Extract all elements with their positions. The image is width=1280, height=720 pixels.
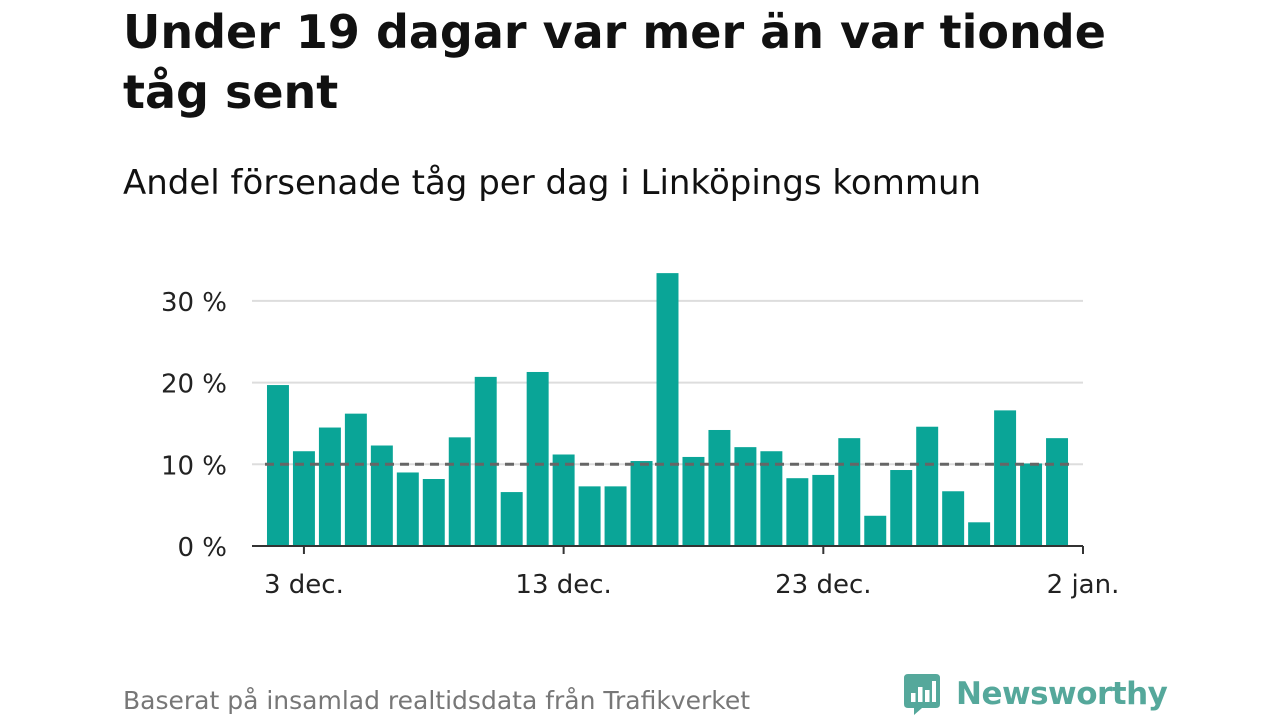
bar — [786, 478, 809, 546]
bar — [890, 470, 913, 546]
newsworthy-logo: Newsworthy — [902, 672, 1168, 716]
bar — [500, 492, 523, 546]
bar — [994, 410, 1017, 546]
brand-name: Newsworthy — [956, 676, 1168, 712]
bar — [318, 427, 341, 546]
bar — [682, 456, 705, 546]
chart-title: Under 19 dagar var mer än var tionde tåg… — [123, 5, 1106, 119]
bar — [422, 479, 445, 546]
bar — [864, 515, 887, 546]
source-note: Baserat på insamlad realtidsdata från Tr… — [123, 686, 751, 715]
bar — [656, 273, 679, 546]
bar — [396, 472, 419, 546]
bars — [266, 273, 1069, 546]
bar — [344, 413, 367, 546]
bar — [474, 376, 497, 546]
bar — [448, 437, 471, 546]
bar — [1046, 438, 1069, 546]
x-tick-label: 2 jan. — [1047, 570, 1120, 600]
y-tick-label: 30 % — [161, 288, 227, 318]
bar — [630, 461, 653, 546]
bar — [760, 451, 783, 546]
y-tick-label: 10 % — [161, 451, 227, 481]
bar — [734, 447, 757, 546]
bar-chart: 0 % 10 % 20 % 30 % 3 dec. 13 dec. 23 dec. 2 ja… — [161, 273, 1120, 600]
bar — [578, 486, 601, 546]
y-tick-label: 20 % — [161, 370, 227, 400]
bar — [838, 438, 861, 546]
bar — [916, 426, 939, 546]
bar — [370, 445, 393, 546]
bar — [292, 451, 315, 546]
x-tick-label: 13 dec. — [515, 570, 611, 600]
bar — [968, 522, 991, 546]
x-axis: 3 dec. 13 dec. 23 dec. 2 jan. — [252, 545, 1120, 600]
bar — [552, 454, 575, 546]
bar — [604, 486, 627, 546]
x-tick-label: 23 dec. — [775, 570, 871, 600]
bar — [942, 491, 965, 546]
chart-subtitle: Andel försenade tåg per dag i Linköpings… — [123, 163, 982, 203]
bar — [266, 385, 289, 546]
bar — [708, 429, 731, 546]
y-axis-labels: 0 % 10 % 20 % 30 % — [161, 288, 227, 563]
bar — [1020, 463, 1043, 546]
x-tick-label: 3 dec. — [264, 570, 344, 600]
bar — [812, 474, 835, 546]
y-tick-label: 0 % — [177, 533, 227, 563]
bar — [526, 371, 549, 546]
newsworthy-logo-icon — [904, 674, 940, 715]
